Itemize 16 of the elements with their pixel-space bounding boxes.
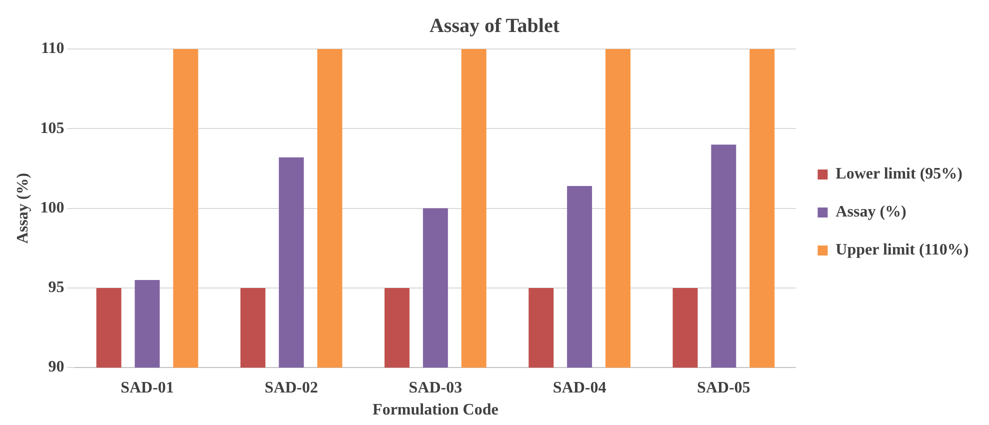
x-tick-label: SAD-01 [120,379,174,396]
y-tick-label: 105 [40,120,64,137]
y-tick-label: 90 [48,358,64,376]
legend-label: Lower limit (95%) [836,166,962,183]
x-tick-label: SAD-02 [264,379,318,396]
y-tick-label: 95 [48,279,64,296]
legend-label: Assay (%) [836,204,906,221]
x-tick-label: SAD-04 [552,379,606,396]
y-tick-label: 100 [40,199,64,216]
legend-label: Upper limit (110%) [836,242,969,259]
y-tick-label: 110 [41,40,64,58]
y-axis-title: Assay (%) [14,172,32,244]
x-tick-label: SAD-05 [696,379,750,396]
chart-title: Assay of Tablet [429,15,560,38]
x-tick-label: SAD-03 [408,379,462,396]
x-axis-title: Formulation Code [372,402,498,419]
